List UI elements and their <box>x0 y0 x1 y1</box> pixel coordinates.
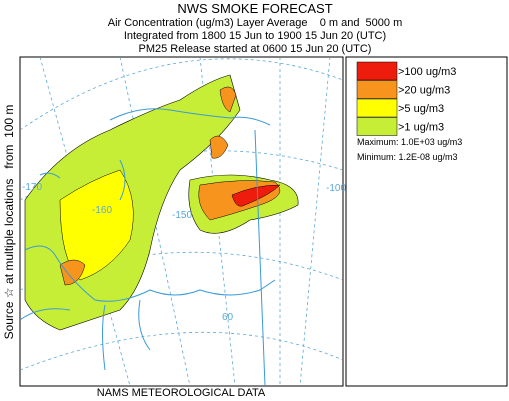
legend-label: >20 ug/m3 <box>398 85 450 97</box>
map-label: -100 <box>326 183 346 194</box>
smoke-plume <box>59 86 237 286</box>
map-label: 60 <box>222 312 234 323</box>
footer: NAMS METEOROLOGICAL DATA <box>97 387 266 399</box>
legend-minimum: Minimum: 1.2E-08 ug/m3 <box>357 152 458 162</box>
map-label: -170 <box>22 182 42 193</box>
subtitle: Air Concentration (ug/m3) Layer Average … <box>108 17 403 29</box>
legend-swatch <box>356 98 398 118</box>
legend-maximum: Maximum: 1.0E+03 ug/m3 <box>357 137 462 147</box>
legend-label: >100 ug/m3 <box>398 66 456 78</box>
legend-swatch <box>356 117 398 136</box>
smoke-plume <box>231 184 281 207</box>
legend-swatch <box>356 80 398 99</box>
legend-label: >1 ug/m3 <box>398 122 444 134</box>
side-label: Source ☆ at multiple locations from 100 … <box>2 105 16 340</box>
title: NWS SMOKE FORECAST <box>177 1 332 16</box>
coastline <box>21 245 276 371</box>
coastline <box>39 108 271 385</box>
map-label: -150 <box>172 210 192 221</box>
subtitle: PM25 Release started at 0600 15 Jun 20 (… <box>139 43 372 55</box>
map-label: -160 <box>92 205 112 216</box>
legend-swatch <box>356 61 398 81</box>
legend: Maximum: 1.0E+03 ug/m3 Minimum: 1.2E-08 … <box>345 56 508 387</box>
subtitle: Integrated from 1800 15 Jun to 1900 15 J… <box>124 30 386 42</box>
map: -170 -160 -150 -100 60 <box>19 56 346 387</box>
legend-label: >5 ug/m3 <box>398 103 444 115</box>
